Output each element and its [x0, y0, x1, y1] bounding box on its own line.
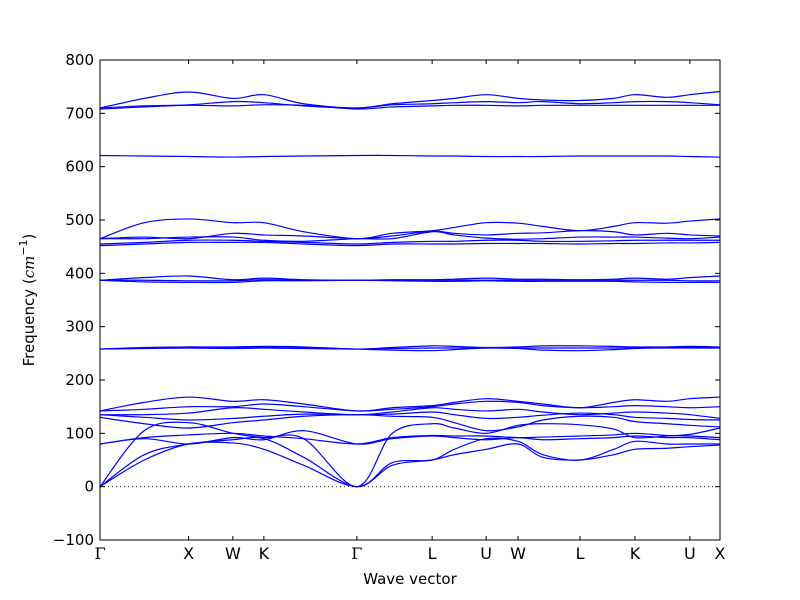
- y-tick-label: 300: [65, 318, 94, 336]
- kpoint-label: K: [630, 544, 641, 563]
- y-axis-label-unit: cm: [20, 256, 38, 279]
- kpoint-label: Γ: [94, 544, 105, 563]
- branch-line-22: [99, 154, 721, 158]
- kpoint-label: U: [684, 544, 696, 563]
- y-tick-label: 400: [65, 264, 94, 282]
- branch-line-3: [99, 421, 721, 488]
- y-tick-label: 0: [84, 478, 94, 496]
- y-tick-label: 700: [65, 104, 94, 122]
- y-axis-label: Frequency (cm−1): [17, 234, 38, 367]
- branch-line-9: [99, 400, 721, 412]
- kpoint-label: K: [259, 544, 270, 563]
- y-tick-label: 600: [65, 158, 94, 176]
- kpoint-label: X: [715, 544, 726, 563]
- kpoint-label: X: [183, 544, 194, 563]
- kpoint-label: U: [480, 544, 492, 563]
- branch-line-5: [99, 432, 721, 445]
- branch-line-25: [99, 90, 721, 109]
- branch-line-15: [99, 279, 721, 282]
- branch-line-2: [99, 436, 720, 488]
- kpoint-label: Γ: [351, 544, 362, 563]
- kpoint-label: W: [225, 544, 241, 563]
- branch-line-13: [99, 345, 721, 350]
- y-axis-label-exponent: −1: [17, 239, 30, 255]
- x-axis-label: Wave vector: [363, 570, 457, 588]
- y-tick-label: 500: [65, 211, 94, 229]
- branch-line-4: [99, 430, 721, 445]
- phonon-branches: [99, 90, 721, 488]
- y-tick-label: 800: [65, 51, 94, 69]
- branch-line-7: [99, 411, 721, 421]
- branch-line-17: [99, 241, 721, 247]
- branch-line-24: [99, 100, 721, 109]
- branch-line-14: [99, 279, 720, 284]
- branch-line-16: [99, 275, 721, 281]
- branch-line-23: [99, 104, 720, 110]
- branch-line-8: [99, 406, 721, 419]
- y-axis-label-prefix: Frequency (: [20, 278, 38, 366]
- branch-line-10: [99, 396, 721, 412]
- y-tick-label: 100: [65, 424, 94, 442]
- y-axis-ticks: −100 0 100 200 300 400 500 600 700 800: [53, 51, 720, 549]
- plot-frame: [99, 59, 721, 541]
- kpoint-label: L: [576, 544, 585, 563]
- y-tick-label: 200: [65, 371, 94, 389]
- y-axis-label-suffix: ): [20, 234, 38, 240]
- y-tick-label: −100: [53, 531, 94, 549]
- kpoint-label: W: [510, 544, 526, 563]
- branch-line-6: [99, 414, 721, 432]
- kpoint-label: L: [428, 544, 437, 563]
- branch-line-21: [99, 218, 721, 240]
- branch-line-1: [99, 441, 721, 488]
- branch-line-19: [99, 231, 721, 242]
- branch-line-18: [99, 239, 720, 245]
- branch-line-20: [99, 230, 721, 240]
- high-symmetry-lines: [99, 60, 721, 540]
